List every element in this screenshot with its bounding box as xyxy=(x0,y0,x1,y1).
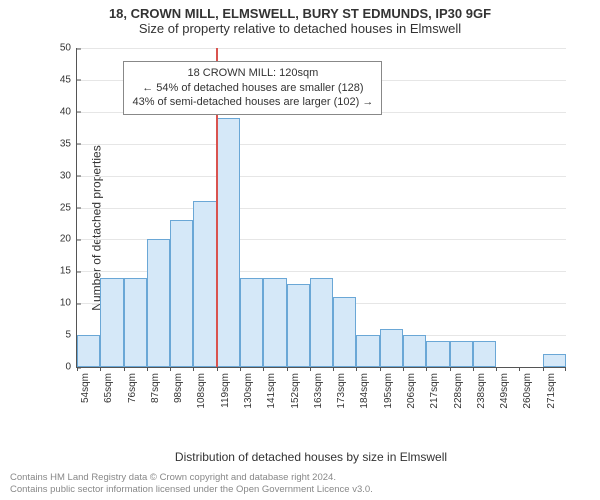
annotation-line-3: 43% of semi-detached houses are larger (… xyxy=(132,95,373,110)
x-tick-label: 108sqm xyxy=(196,373,207,409)
x-tick-label: 163sqm xyxy=(313,373,324,409)
histogram-bar xyxy=(193,201,216,367)
annotation-line-1: 18 CROWN MILL: 120sqm xyxy=(132,66,373,81)
x-tick-mark xyxy=(565,367,566,371)
page-title: 18, CROWN MILL, ELMSWELL, BURY ST EDMUND… xyxy=(0,0,600,21)
gridline xyxy=(77,176,566,177)
x-tick-mark xyxy=(100,367,101,371)
y-tick: 20 xyxy=(60,234,77,245)
gridline xyxy=(77,48,566,49)
y-tick: 0 xyxy=(65,362,77,373)
x-tick-mark xyxy=(240,367,241,371)
histogram-bar xyxy=(543,354,566,367)
x-tick-mark xyxy=(287,367,288,371)
gridline xyxy=(77,144,566,145)
chart-wrap: Number of detached properties 0510152025… xyxy=(46,48,576,408)
y-tick: 35 xyxy=(60,138,77,149)
x-tick-label: 54sqm xyxy=(80,373,91,403)
x-tick-mark xyxy=(217,367,218,371)
x-tick-label: 87sqm xyxy=(150,373,161,403)
footer-line-1: Contains HM Land Registry data © Crown c… xyxy=(10,472,590,484)
x-tick-label: 249sqm xyxy=(499,373,510,409)
histogram-bar xyxy=(426,341,449,367)
y-tick: 45 xyxy=(60,74,77,85)
x-tick-mark xyxy=(193,367,194,371)
x-tick-mark xyxy=(380,367,381,371)
y-tick: 10 xyxy=(60,298,77,309)
x-tick-label: 195sqm xyxy=(383,373,394,409)
x-tick-mark xyxy=(77,367,78,371)
x-tick-mark xyxy=(333,367,334,371)
histogram-bar xyxy=(403,335,426,367)
x-tick-mark xyxy=(426,367,427,371)
x-tick-label: 184sqm xyxy=(359,373,370,409)
x-tick-mark xyxy=(310,367,311,371)
histogram-bar xyxy=(170,220,193,367)
x-tick-label: 260sqm xyxy=(522,373,533,409)
y-tick: 15 xyxy=(60,266,77,277)
x-tick-label: 130sqm xyxy=(243,373,254,409)
histogram-bar xyxy=(217,118,240,367)
annotation-box: 18 CROWN MILL: 120sqm ← 54% of detached … xyxy=(123,61,382,116)
x-tick-label: 271sqm xyxy=(546,373,557,409)
y-tick: 5 xyxy=(65,330,77,341)
plot-area: 0510152025303540455054sqm65sqm76sqm87sqm… xyxy=(76,48,566,368)
x-tick-mark xyxy=(543,367,544,371)
histogram-bar xyxy=(287,284,310,367)
x-tick-label: 152sqm xyxy=(290,373,301,409)
histogram-bar xyxy=(240,278,263,367)
histogram-bar xyxy=(100,278,123,367)
histogram-bar xyxy=(124,278,147,367)
y-tick: 25 xyxy=(60,202,77,213)
x-tick-mark xyxy=(170,367,171,371)
x-axis-label: Distribution of detached houses by size … xyxy=(175,450,447,464)
x-tick-mark xyxy=(473,367,474,371)
x-tick-label: 217sqm xyxy=(429,373,440,409)
x-tick-mark xyxy=(356,367,357,371)
annotation-line-2: ← 54% of detached houses are smaller (12… xyxy=(132,81,373,96)
footer: Contains HM Land Registry data © Crown c… xyxy=(10,472,590,496)
x-tick-label: 228sqm xyxy=(453,373,464,409)
x-tick-label: 119sqm xyxy=(220,373,231,408)
x-tick-label: 206sqm xyxy=(406,373,417,409)
histogram-bar xyxy=(450,341,473,367)
histogram-bar xyxy=(263,278,286,367)
x-tick-label: 173sqm xyxy=(336,373,347,409)
x-tick-mark xyxy=(496,367,497,371)
histogram-bar xyxy=(333,297,356,367)
x-tick-label: 238sqm xyxy=(476,373,487,409)
histogram-bar xyxy=(356,335,379,367)
y-tick: 30 xyxy=(60,170,77,181)
histogram-bar xyxy=(77,335,100,367)
x-tick-label: 65sqm xyxy=(103,373,114,403)
histogram-bar xyxy=(147,239,170,367)
histogram-bar xyxy=(310,278,333,367)
page-subtitle: Size of property relative to detached ho… xyxy=(0,21,600,40)
x-tick-mark xyxy=(403,367,404,371)
page: 18, CROWN MILL, ELMSWELL, BURY ST EDMUND… xyxy=(0,0,600,500)
x-tick-mark xyxy=(124,367,125,371)
x-tick-label: 141sqm xyxy=(266,373,277,409)
footer-line-2: Contains public sector information licen… xyxy=(10,484,590,496)
y-tick: 40 xyxy=(60,106,77,117)
x-tick-mark xyxy=(147,367,148,371)
gridline xyxy=(77,208,566,209)
x-tick-label: 98sqm xyxy=(173,373,184,403)
x-tick-mark xyxy=(519,367,520,371)
x-tick-mark xyxy=(450,367,451,371)
histogram-bar xyxy=(473,341,496,367)
y-tick: 50 xyxy=(60,43,77,54)
histogram-bar xyxy=(380,329,403,367)
x-tick-label: 76sqm xyxy=(127,373,138,403)
x-tick-mark xyxy=(263,367,264,371)
